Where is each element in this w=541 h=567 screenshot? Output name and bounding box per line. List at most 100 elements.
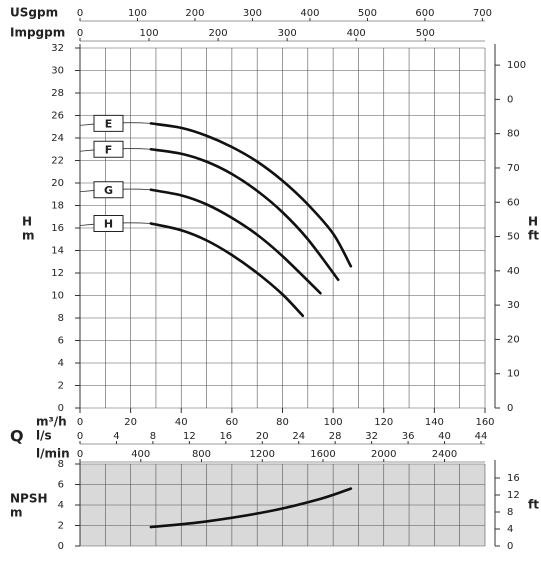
y-axis-label: NPSH [10,492,48,506]
axis-label: USgpm [10,6,58,20]
y2-tick-label: 40 [507,266,520,277]
axis-tick-label: 24 [292,431,305,442]
y-tick-label: 8 [58,459,64,470]
axis-tick-label: 500 [358,8,377,19]
y2-tick-label: 60 [507,197,520,208]
y-tick-label: 0 [58,541,64,552]
curve-label-box [93,215,124,232]
y2-axis-label: H [528,215,538,229]
axis-tick-label: 8 [150,431,156,442]
y-tick-label: 0 [58,403,64,414]
curve [149,487,353,529]
axis-tick-label: 200 [209,28,228,39]
y-tick-label: 6 [58,480,64,491]
y2-tick-label: 16 [507,473,520,484]
axis-tick-label: 2400 [432,449,457,460]
y2-tick-label: 30 [507,300,520,311]
curve-label: F [105,143,113,156]
axis-tick-label: 0 [77,28,83,39]
curve-label-box [93,140,124,158]
axis-tick-label: 44 [475,431,488,442]
y-tick-label: 14 [51,246,64,257]
curve-label: E [105,117,113,130]
axis-tick-label: 500 [416,28,435,39]
axis-label: l/s [36,429,52,443]
y-tick-label: 20 [51,178,64,189]
axis-tick-label: 700 [473,8,492,19]
y2-tick-label: 50 [507,232,520,243]
y-tick-label: 26 [51,111,64,122]
y-tick-label: 22 [51,156,64,167]
axis-tick-label: 400 [131,449,150,460]
axis-tick-label: 400 [347,28,366,39]
y-tick-label: 12 [51,268,64,279]
axis-tick-label: 32 [365,431,378,442]
q-label: Q [10,427,24,446]
x-tick-label: 120 [374,417,393,428]
y-axis-unit: m [22,229,35,243]
y2-tick-label: 70 [507,163,520,174]
axis-tick-label: 4 [113,431,119,442]
curve-label-box [93,114,124,132]
axis-tick-label: 300 [278,28,297,39]
axis-tick-label: 40 [438,431,451,442]
y-tick-label: 32 [51,43,64,54]
y2-tick-label: 20 [507,334,520,345]
y-tick-label: 30 [51,66,64,77]
y-tick-label: 4 [58,358,64,369]
axis-tick-label: 100 [128,8,147,19]
axis-tick-label: 600 [415,8,434,19]
y-axis-unit: m [10,506,23,520]
x-tick-label: 140 [425,417,444,428]
y2-tick-label: 8 [507,507,513,518]
y2-tick-label: 12 [507,490,520,501]
y-tick-label: 18 [51,201,64,212]
axis-tick-label: 800 [192,449,211,460]
axis-tick-label: 1200 [250,449,275,460]
axis-tick-label: 100 [140,28,159,39]
axis-tick-label: 400 [300,8,319,19]
axis-tick-label: 2000 [371,449,396,460]
curve [149,188,322,295]
y2-tick-label: 100 [507,60,526,71]
axis-tick-label: 36 [402,431,415,442]
axis-tick-label: 28 [329,431,342,442]
curve-label: G [104,184,113,197]
axis-tick-label: 0 [77,431,83,442]
x-tick-label: 60 [226,417,239,428]
y2-axis-unit: ft [528,229,539,243]
y-tick-label: 16 [51,223,64,234]
y-tick-label: 4 [58,500,64,511]
y-tick-label: 8 [58,313,64,324]
curve [149,222,305,318]
axis-label: Impgpm [10,26,65,40]
y-tick-label: 6 [58,336,64,347]
axis-label: l/min [36,447,70,461]
axis-tick-label: 16 [219,431,232,442]
y2-tick-label: 4 [507,524,513,535]
y-tick-label: 24 [51,133,64,144]
x-tick-label: 160 [475,417,494,428]
axis-tick-label: 200 [185,8,204,19]
axis-tick-label: 300 [243,8,262,19]
axis-tick-label: 0 [77,449,83,460]
axis-tick-label: 20 [256,431,269,442]
y2-axis-unit: ft [528,498,539,512]
y-axis-label: H [22,215,32,229]
axis-tick-label: 1600 [310,449,335,460]
x-tick-label: 20 [124,417,137,428]
curve [149,122,353,268]
y2-tick-label: 0 [507,541,513,552]
axis-tick-label: 0 [77,8,83,19]
y-tick-label: 2 [58,521,64,532]
curve-label-box [93,181,124,199]
x-tick-label: 100 [324,417,343,428]
curve-label: H [104,218,113,231]
x-axis-label: m³/h [36,415,67,429]
y2-tick-label: 10 [507,369,520,380]
y2-tick-label: 0 [507,403,513,414]
y-tick-label: 10 [51,291,64,302]
x-tick-label: 0 [77,417,83,428]
y2-tick-label: 0 [507,94,513,105]
